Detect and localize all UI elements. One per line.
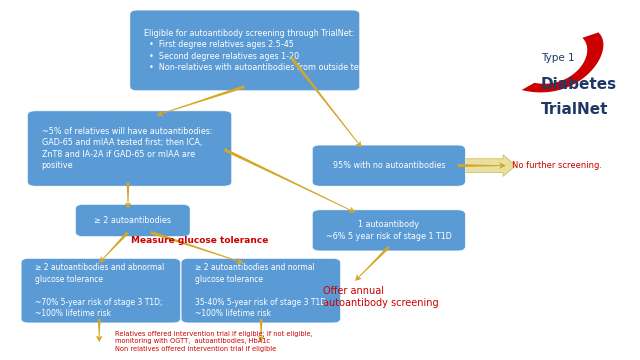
Text: ≥ 2 autoantibodies and normal
glucose tolerance

35-40% 5-year risk of stage 3 T: ≥ 2 autoantibodies and normal glucose to… bbox=[195, 263, 329, 318]
FancyBboxPatch shape bbox=[21, 258, 180, 323]
FancyBboxPatch shape bbox=[181, 258, 340, 323]
Text: ≥ 2 autoantibodies: ≥ 2 autoantibodies bbox=[94, 216, 172, 225]
FancyBboxPatch shape bbox=[312, 210, 465, 251]
FancyBboxPatch shape bbox=[76, 204, 190, 237]
Text: Offer annual
autoantibody screening: Offer annual autoantibody screening bbox=[323, 286, 439, 308]
Text: ~5% of relatives will have autoantibodies:
GAD-65 and mIAA tested first; then IC: ~5% of relatives will have autoantibodie… bbox=[42, 127, 212, 170]
FancyBboxPatch shape bbox=[312, 145, 465, 186]
FancyArrow shape bbox=[460, 155, 516, 176]
FancyBboxPatch shape bbox=[28, 111, 232, 186]
FancyBboxPatch shape bbox=[130, 10, 360, 91]
Text: Diabetes: Diabetes bbox=[541, 77, 617, 92]
Text: Relatives offered intervention trial if eligible; if not eligible,
monitoring wi: Relatives offered intervention trial if … bbox=[115, 331, 313, 352]
Polygon shape bbox=[522, 32, 604, 93]
Text: Measure glucose tolerance: Measure glucose tolerance bbox=[131, 236, 269, 245]
Text: 1 autoantibody
~6% 5 year risk of stage 1 T1D: 1 autoantibody ~6% 5 year risk of stage … bbox=[326, 220, 452, 240]
Text: ≥ 2 autoantibodies and abnormal
glucose tolerance

~70% 5-year risk of stage 3 T: ≥ 2 autoantibodies and abnormal glucose … bbox=[35, 263, 164, 318]
Text: No further screening.: No further screening. bbox=[512, 161, 602, 170]
Text: Type 1: Type 1 bbox=[541, 53, 575, 63]
Text: 95% with no autoantibodies: 95% with no autoantibodies bbox=[333, 161, 445, 170]
Text: TrialNet: TrialNet bbox=[541, 102, 608, 117]
Text: Eligible for autoantibody screening through TrialNet:
  •  First degree relative: Eligible for autoantibody screening thro… bbox=[144, 29, 370, 72]
